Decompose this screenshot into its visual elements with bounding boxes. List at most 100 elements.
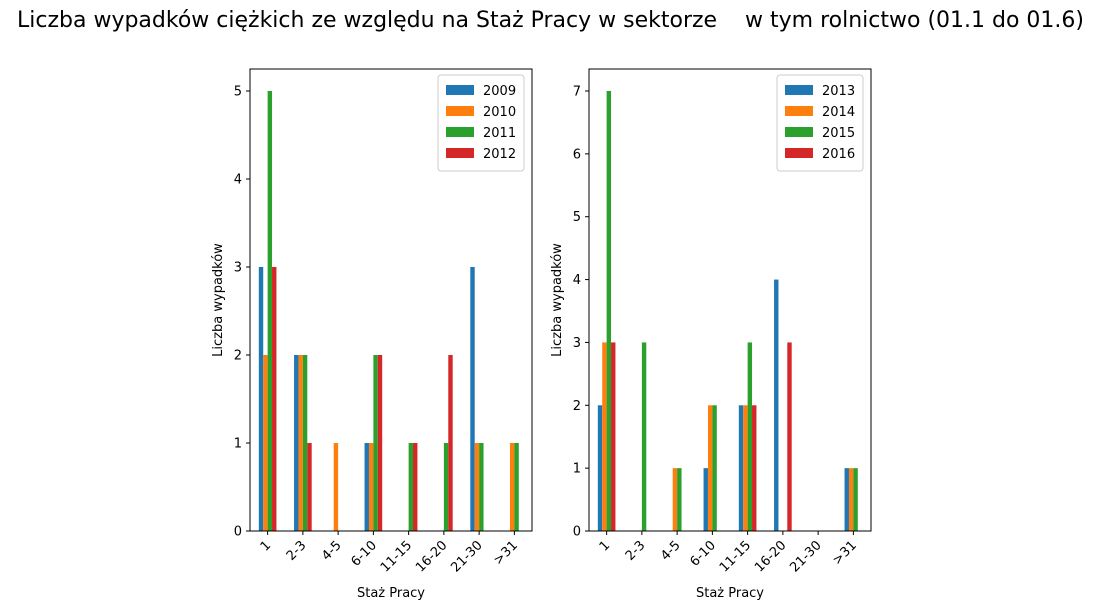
bar [272,267,277,531]
bar [413,443,418,531]
legend-entry: 2015 [822,126,855,141]
x-tick-label: 6-10 [687,538,718,569]
x-tick-label: 4-5 [658,538,684,564]
bar [470,267,475,531]
legend: 2009 2010 2011 2012 [437,74,525,172]
x-tick-label: 21-30 [787,538,824,575]
legend-swatch [785,106,813,116]
x-tick-label: 11-15 [378,538,415,575]
bar [258,267,264,531]
bar [743,405,748,531]
y-tick-label: 5 [234,85,242,100]
legend-box [776,74,864,172]
x-axis-label: Staż Pracy [696,586,764,601]
bar [509,443,515,531]
bar [853,468,858,531]
bar [263,355,268,531]
bar [703,468,708,531]
bar [606,91,612,531]
bar [364,443,369,531]
legend-entry: 2013 [822,84,855,99]
legend-swatch [446,85,474,95]
bar [479,443,484,531]
bar [368,443,374,531]
bar [597,405,603,531]
legend-swatch [785,148,813,158]
bar [307,443,312,531]
axes-frame [249,68,533,532]
legend-entry: 2011 [483,126,516,141]
legend-entry: 2012 [483,147,516,162]
x-tick-label: >31 [830,538,860,568]
bar [298,355,303,531]
bar [707,405,713,531]
y-tick-label: 1 [234,437,242,452]
x-tick-label: 11-15 [717,538,754,575]
bar [677,468,682,531]
x-tick-label: 16-20 [752,538,789,575]
legend-swatch [446,106,474,116]
axes-frame [588,68,872,532]
legend-swatch [446,148,474,158]
bar [672,468,678,531]
bar [408,443,414,531]
x-tick-label: 16-20 [413,538,450,575]
legend-swatch [446,127,474,137]
bar [712,405,717,531]
bar [333,443,339,531]
y-axis-label: Liczba wypadków [550,243,565,357]
bar [448,355,453,531]
y-tick-label: 7 [573,85,581,100]
bar [844,468,849,531]
x-tick-label: 2-3 [623,538,649,564]
legend-box [437,74,525,172]
x-tick-label: 1 [258,538,274,554]
legend-entry: 2010 [483,105,516,120]
bar [602,342,607,531]
y-tick-label: 3 [573,336,581,351]
y-tick-label: 0 [573,525,581,540]
x-tick-label: 1 [597,538,613,554]
bar [443,443,449,531]
y-tick-label: 2 [573,399,581,414]
bar [774,279,779,531]
bar [738,405,744,531]
bar [294,355,299,531]
y-tick-label: 0 [234,525,242,540]
y-tick-label: 2 [234,349,242,364]
legend-entry: 2014 [822,105,855,120]
y-tick-label: 1 [573,462,581,477]
x-tick-label: 2-3 [284,538,310,564]
bar [474,443,480,531]
y-tick-label: 3 [234,261,242,276]
x-tick-label: >31 [491,538,521,568]
x-tick-label: 21-30 [448,538,485,575]
bar [848,468,854,531]
y-axis-label: Liczba wypadków [211,243,226,357]
bar [302,355,308,531]
bar [377,355,383,531]
y-tick-label: 4 [234,173,242,188]
y-tick-label: 6 [573,147,581,162]
bar [747,342,753,531]
x-axis-label: Staż Pracy [357,586,425,601]
x-tick-label: 4-5 [319,538,345,564]
y-tick-label: 4 [573,273,581,288]
bar [787,342,792,531]
bar [752,405,757,531]
bar [611,342,616,531]
figure-title: Liczba wypadków ciężkich ze względu na S… [17,8,1084,33]
bar [641,342,647,531]
legend-entry: 2016 [822,147,855,162]
legend: 2013 2014 2015 2016 [776,74,864,172]
bar [267,91,273,531]
y-tick-label: 5 [573,210,581,225]
legend-swatch [785,85,813,95]
bar [514,443,519,531]
legend-swatch [785,127,813,137]
bar [373,355,378,531]
